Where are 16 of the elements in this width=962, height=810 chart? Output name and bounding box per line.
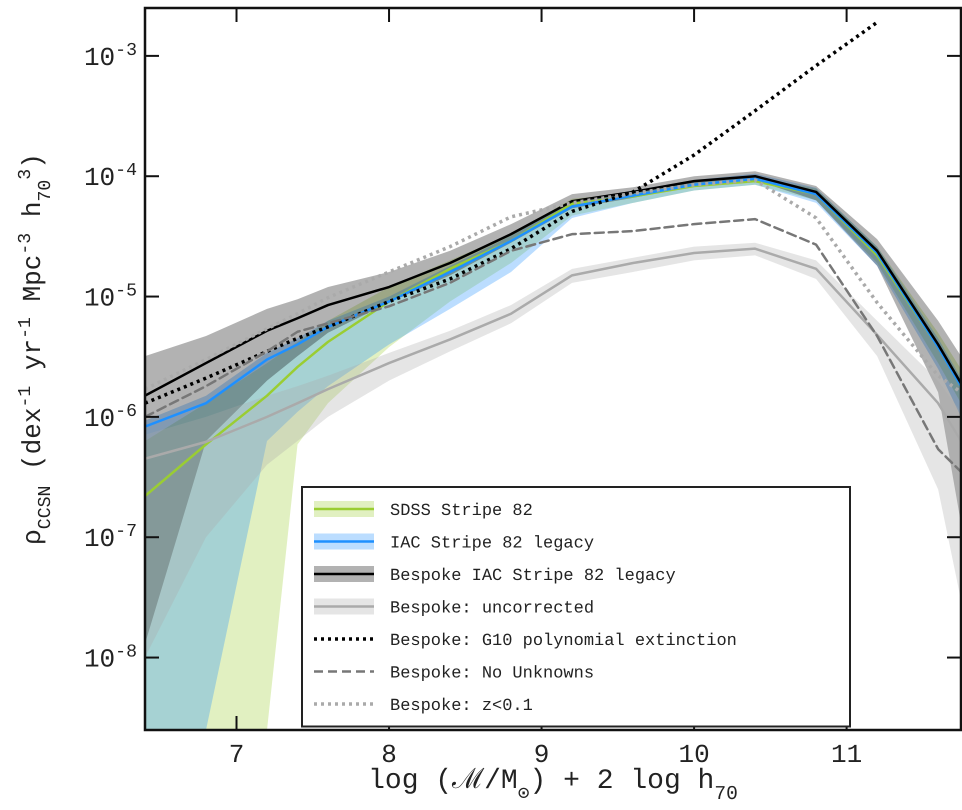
legend-label: Bespoke IAC Stripe 82 legacy [390, 567, 676, 586]
y-tick-label: 10$^{-5}$ [84, 282, 137, 314]
legend-label: IAC Stripe 82 legacy [390, 534, 594, 554]
legend-label: Bespoke: z<0.1 [390, 697, 533, 716]
legend-label: Bespoke: No Unknowns [390, 664, 594, 684]
legend-label: SDSS Stripe 82 [390, 502, 533, 521]
y-tick-label: 10$^{-3}$ [84, 40, 137, 73]
y-tick-label: 10$^{-6}$ [84, 402, 137, 434]
x-tick-label: 11 [831, 740, 862, 770]
y-tick-label: 10$^{-7}$ [84, 522, 137, 554]
legend-label: Bespoke: G10 polynomial extinction [390, 632, 737, 651]
line-series [145, 218, 961, 473]
y-tick-label: 10$^{-8}$ [84, 642, 137, 675]
x-tick-label: 7 [228, 740, 244, 770]
y-tick-label: 10$^{-4}$ [84, 161, 137, 194]
legend-label: Bespoke: uncorrected [390, 600, 594, 618]
